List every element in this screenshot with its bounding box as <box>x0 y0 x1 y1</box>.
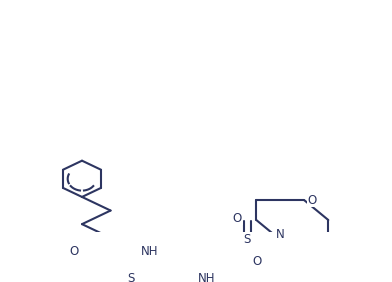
Text: S: S <box>127 272 135 282</box>
Text: N: N <box>276 228 285 241</box>
Text: NH: NH <box>140 245 158 258</box>
Text: O: O <box>253 255 262 268</box>
Text: O: O <box>69 245 79 258</box>
Text: NH: NH <box>198 272 215 282</box>
Text: O: O <box>308 194 317 207</box>
Text: S: S <box>243 233 251 246</box>
Text: O: O <box>233 212 242 225</box>
